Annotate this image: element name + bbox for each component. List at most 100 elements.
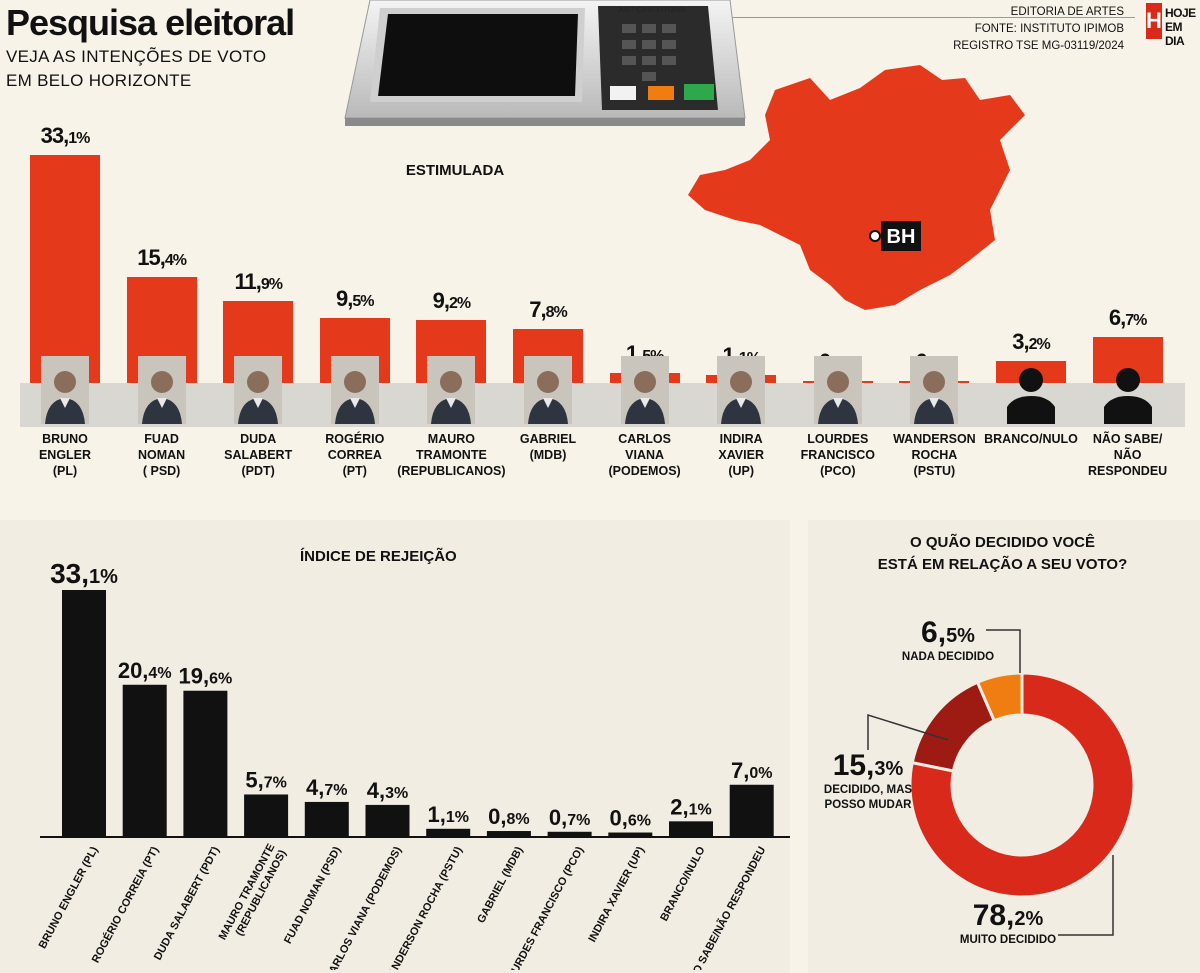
decision-title-line-2: ESTÁ EM RELAÇÃO A SEU VOTO? [877,556,1128,573]
rejection-bar [62,590,106,837]
stimulated-bar [30,155,100,383]
silhouette-icon [1007,356,1055,424]
rejection-category-label: BRANCO/NULO [658,844,708,923]
rejection-bar-value: 19,6% [179,664,233,689]
rejection-bar-value: 0,6% [610,806,651,831]
candidate-photo [910,356,959,424]
stimulated-category-label: FUAD NOMAN( PSD) [137,432,186,478]
rejection-category-label: FUAD NOMAN (PSD) [282,844,344,945]
decision-donut-chart: 6,5% NADA DECIDIDO 15,3%DECIDIDO, MAS POSSO… [824,616,1136,946]
stimulated-category-label: WANDERSON ROCHA (PSTU) [893,432,976,478]
donut-leader-line [867,713,949,750]
donut-value-label: 6,5% [921,616,975,649]
stimulated-chart-title: ESTIMULADA [405,162,505,179]
stimulated-category-label: MAURO TRAMONTE (REPUBLICANOS) [397,432,506,478]
voting-machine-illustration: JUSTIÇA ELEITORAL [344,0,746,126]
candidate-photo [813,356,862,424]
stimulated-bar-value: 15,4% [137,244,187,270]
rejection-bar-value: 20,4% [118,658,172,683]
stimulated-category-label: GABRIEL (MDB) [519,432,577,462]
rejection-bar [365,804,410,837]
candidate-photo [620,356,669,424]
rejection-bar-value: 4,7% [306,775,347,800]
stimulated-category-label: LOURDES FRANCISCO (PCO) [800,432,875,478]
map-bh-label: BH [887,226,916,248]
logo-line-2: EM DIA [1165,20,1185,48]
rejection-category-label: INDIRA XAVIER (UP) [586,844,647,944]
minas-gerais-map: BH [688,65,1025,310]
rejection-category-label: ROGÉRIO CORREIA (PT) [89,844,162,965]
rejection-bar-value: 5,7% [245,767,286,792]
rejection-chart-title: ÍNDICE DE REJEIÇÃO [300,548,457,565]
rejection-bar [244,794,289,837]
rejection-bar [122,684,167,837]
donut-category-label: NADA DECIDIDO [902,651,994,663]
stimulated-bar-value: 9,2% [432,287,471,313]
stimulated-category-label: ROGÉRIO CORREA (PT) [325,432,385,478]
donut-leader-line [986,629,1021,673]
subtitle-line-2: EM BELO HORIZONTE [6,71,192,90]
credit-editoria: EDITORIA DE ARTES [1010,6,1124,18]
logo-line-1: HOJE [1165,6,1196,20]
rejection-category-label: DUDA SALABERT (PDT) [152,844,222,962]
candidate-photo [41,356,89,424]
stimulated-category-label: BRANCO/NULO [984,432,1078,446]
candidate-photo [427,356,476,424]
stimulated-category-label: INDIRA XAVIER (UP) [718,432,764,478]
stimulated-category-label: DUDA SALABERT (PDT) [224,432,293,478]
rejection-bar-value: 2,1% [670,794,711,819]
stimulated-bar-value: 7,8% [529,297,567,323]
rejection-bar-value: 4,3% [367,778,408,803]
rejection-bar [426,828,471,837]
rejection-category-label: BRUNO ENGLER (PL) [37,844,101,950]
photo-band [20,383,1185,427]
silhouette-icon [1103,356,1152,424]
credits: EDITORIA DE ARTES FONTE: INSTITUTO IPIMO… [953,4,1124,55]
decision-panel [808,520,1200,973]
stimulated-bar-value: 11,9% [234,269,283,295]
rejection-bar [486,831,531,837]
credit-fonte: FONTE: INSTITUTO IPIMOB [974,23,1124,35]
donut-leader-line [1058,855,1114,936]
candidate-photo [234,356,283,424]
rejection-bar-value: 0,7% [549,805,590,830]
stimulated-bar-value: 33,1% [40,123,91,148]
credit-registro: REGISTRO TSE MG-03119/2024 [953,40,1124,52]
donut-category-label: DECIDIDO, MAS POSSO MUDAR [824,784,913,811]
stimulated-category-label: BRUNO ENGLER (PL) [38,432,92,478]
stimulated-category-label: NÃO SABE/NÃO RESPONDEU [1088,432,1168,478]
subtitle-line-1: VEJA AS INTENÇÕES DE VOTO [6,47,267,66]
candidate-photo [524,356,572,424]
rejection-bar [547,831,592,837]
hoje-em-dia-logo: H HOJE EM DIA [1146,3,1196,48]
donut-value-label: 15,3% [833,749,904,782]
rejection-bar-value: 0,8% [488,804,529,829]
header-rule [730,17,1135,18]
donut-value-label: 78,2% [973,899,1044,932]
rejection-bar [669,821,713,837]
rejection-bar-value: 1,1% [427,802,468,827]
rejection-bar [183,690,228,837]
rejection-bar [304,801,349,837]
donut-slice [908,671,1136,899]
rejection-category-label: MAURO TRAMONTE(REPUBLICANOS) [217,842,289,948]
rejection-category-label: GABRIEL (MDB) [475,844,526,925]
candidate-photo [717,356,766,424]
rejection-chart: 33,1% BRUNO ENGLER (PL) 20,4% ROGÉRIO CORRE… [37,558,790,970]
stimulated-bar-value: 6,7% [1108,304,1147,330]
page-title: Pesquisa eleitoral [6,2,295,43]
logo-text: HOJE EM DIA [1165,6,1196,48]
rejection-bar [729,784,774,837]
stimulated-bar-value: 3,2% [1012,328,1050,354]
decision-title-line-1: O QUÃO DECIDIDO VOCÊ [909,534,1096,551]
rejection-bar [608,832,653,837]
candidate-photo [137,356,186,424]
donut-slice [975,671,1024,723]
rejection-bar-value: 33,1% [50,558,118,589]
rejection-bar-value: 7,0% [731,758,772,783]
candidate-photo [330,356,379,424]
logo-mark: H [1146,3,1162,39]
urna-label: JUSTIÇA ELEITORAL [617,7,686,14]
stimulated-chart: 33,1% BRUNO ENGLER (PL) 15,4% FUAD NOMAN( PSD)… [0,100,1200,500]
decision-chart-title: O QUÃO DECIDIDO VOCÊ ESTÁ EM RELAÇÃO A S… [810,532,1195,576]
